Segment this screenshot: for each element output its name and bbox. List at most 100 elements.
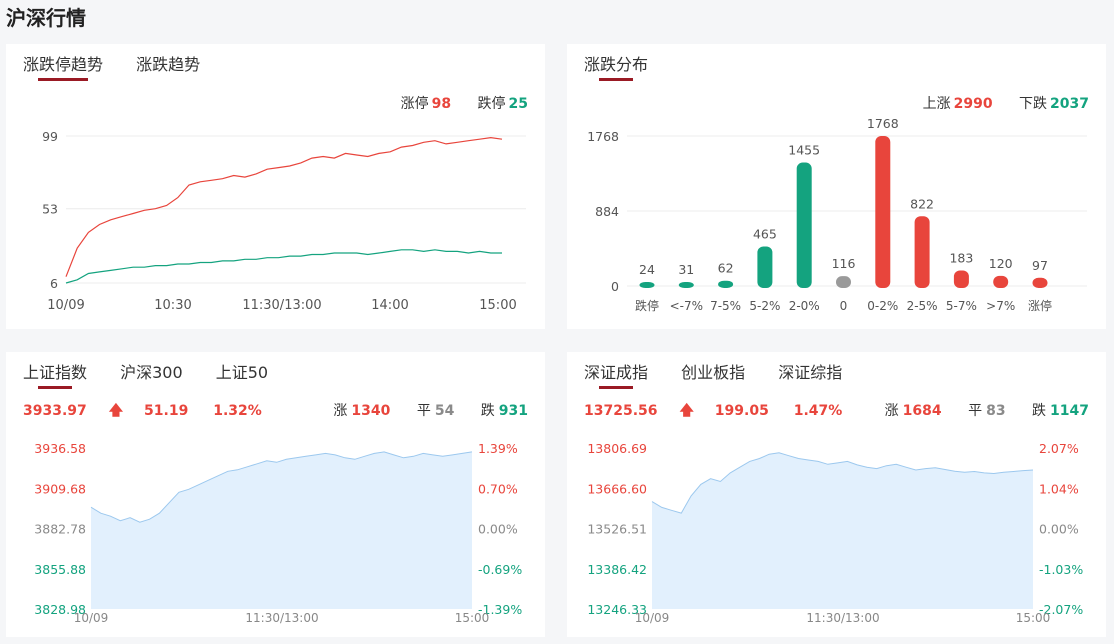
tab-distribution[interactable]: 涨跌分布 <box>584 55 649 81</box>
y-tick-label: 6 <box>50 276 58 291</box>
tab-rise-fall-trend[interactable]: 涨跌趋势 <box>136 55 201 74</box>
y-tick-label-left: 3909.68 <box>34 481 86 496</box>
y-tick-label-left: 3828.98 <box>34 602 86 617</box>
sh-info-row: 3933.97 🡅 51.19 1.32% 涨 1340 平 54 跌 931 <box>23 400 528 420</box>
sh-stat-up: 涨 1340 <box>333 403 391 419</box>
sh-stat-flat: 平 54 <box>416 403 455 419</box>
x-tick-label: 15:00 <box>455 611 490 625</box>
y-tick-label-left: 3936.58 <box>34 441 86 456</box>
y-tick-label-right: -1.03% <box>1039 562 1083 577</box>
sz-stat-up: 涨 1684 <box>884 403 942 419</box>
legend-up-count: 上涨 2990 <box>922 96 993 112</box>
y-tick-label-right: 0.70% <box>478 481 518 496</box>
dist-legend: 上涨 2990 下跌 2037 <box>901 93 1089 113</box>
sh-tabs: 上证指数 沪深300 上证50 <box>23 362 296 389</box>
bar-value-label: 24 <box>639 262 655 277</box>
distribution-bar <box>718 280 734 288</box>
bar-value-label: 31 <box>678 262 694 277</box>
tab-chinext[interactable]: 创业板指 <box>681 363 746 382</box>
y-tick-label-right: -0.69% <box>478 562 522 577</box>
sz-price: 13725.56 <box>584 403 658 419</box>
x-tick-label: >7% <box>986 299 1015 313</box>
arrow-up-icon: 🡅 <box>679 403 694 419</box>
y-tick-label: 53 <box>42 202 58 217</box>
arrow-up-icon: 🡅 <box>108 403 124 419</box>
index-area <box>91 451 472 609</box>
tab-sz-composite[interactable]: 深证综指 <box>778 363 843 382</box>
y-tick-label-left: 13386.42 <box>587 562 647 577</box>
x-tick-label: 0 <box>840 299 848 313</box>
x-tick-label: 2-0% <box>789 299 820 313</box>
y-tick-label-left: 13666.60 <box>587 481 647 496</box>
sz-stat-flat: 平 83 <box>968 403 1006 419</box>
limit-trend-panel: 涨跌停趋势 涨跌趋势 涨停 98 跌停 25 99 53 6 10/09 10:30 11:3… <box>6 44 545 329</box>
x-tick-label: 10/09 <box>47 298 84 313</box>
limit-up-line <box>65 136 503 277</box>
legend-down-count: 下跌 2037 <box>1019 96 1089 112</box>
tab-sh-composite[interactable]: 上证指数 <box>23 363 88 389</box>
sz-stat-down: 跌 1147 <box>1032 403 1089 419</box>
y-tick-label-right: -1.39% <box>478 602 522 617</box>
shenzhen-index-chart: 13806.69 2.07% 13666.60 1.04% 13526.51 0.00% 1… <box>587 441 1083 625</box>
limit-trend-chart: 99 53 6 10/09 10:30 11:30/13:00 14:00 15:00 <box>42 129 526 313</box>
tab-csi300[interactable]: 沪深300 <box>120 363 183 382</box>
distribution-bar <box>836 276 851 288</box>
sh-change-pct: 1.32% <box>213 403 262 419</box>
tab-limit-trend[interactable]: 涨跌停趋势 <box>23 55 104 81</box>
distribution-bar <box>875 136 891 288</box>
sh-change: 51.19 <box>144 403 189 419</box>
x-tick-label: 0-2% <box>867 299 898 313</box>
y-tick-label-left: 13526.51 <box>587 522 647 537</box>
index-area <box>652 452 1033 609</box>
y-tick-label-right: -2.07% <box>1039 602 1083 617</box>
x-tick-label: 14:00 <box>371 298 408 313</box>
x-tick-label: 10:30 <box>154 298 191 313</box>
legend-limit-up: 涨停 98 <box>400 96 452 112</box>
x-tick-label: 涨停 <box>1028 298 1052 313</box>
x-tick-label: 5-7% <box>946 299 977 313</box>
y-tick-label: 0 <box>611 279 619 294</box>
y-tick-label: 99 <box>42 129 58 144</box>
y-tick-label-right: 0.00% <box>478 522 518 537</box>
bar-value-label: 1455 <box>788 143 820 158</box>
y-tick-label-left: 3882.78 <box>34 522 86 537</box>
limit-down-line <box>65 249 502 284</box>
x-tick-label: 15:00 <box>479 298 516 313</box>
distribution-bar <box>639 282 655 288</box>
bar-value-label: 116 <box>832 256 856 271</box>
limit-tabs: 涨跌停趋势 涨跌趋势 <box>23 54 228 81</box>
distribution-bar <box>993 275 1009 288</box>
distribution-bar <box>678 282 694 288</box>
y-tick-label-right: 2.07% <box>1039 441 1079 456</box>
y-tick-label-left: 13246.33 <box>587 602 647 617</box>
distribution-bar <box>1032 277 1048 288</box>
x-tick-label: 11:30/13:00 <box>806 611 879 625</box>
shanghai-index-chart: 3936.58 1.39% 3909.68 0.70% 3882.78 0.00% 3855… <box>34 441 522 625</box>
distribution-chart: 1768 884 0 24 跌停 31 <-7% 62 7-5% 465 5-2% 1455 2-0% 1… <box>587 116 1087 313</box>
distribution-panel: 涨跌分布 上涨 2990 下跌 2037 1768 884 0 24 跌停 31 <-7% 62 7… <box>567 44 1106 329</box>
bar-value-label: 97 <box>1032 258 1048 273</box>
sh-price: 3933.97 <box>23 403 87 419</box>
distribution-bar <box>757 246 773 288</box>
shanghai-panel: 上证指数 沪深300 上证50 3933.97 🡅 51.19 1.32% 涨 13… <box>6 352 545 637</box>
limit-legend: 涨停 98 跌停 25 <box>379 93 528 113</box>
sh-stat-down: 跌 931 <box>480 403 528 419</box>
x-tick-label: 5-2% <box>749 299 780 313</box>
x-tick-label: 10/09 <box>635 611 670 625</box>
bar-value-label: 465 <box>753 227 777 242</box>
bar-value-label: 822 <box>910 196 934 211</box>
sz-tabs: 深证成指 创业板指 深证综指 <box>584 362 870 389</box>
y-tick-label: 1768 <box>587 129 619 144</box>
bar-value-label: 183 <box>949 250 973 265</box>
tab-sse50[interactable]: 上证50 <box>215 363 269 382</box>
bar-value-label: 62 <box>718 261 734 276</box>
tab-sz-component[interactable]: 深证成指 <box>584 363 649 389</box>
y-tick-label-right: 0.00% <box>1039 522 1079 537</box>
page-title: 沪深行情 <box>6 6 86 30</box>
index-line <box>651 452 1034 514</box>
x-tick-label: 7-5% <box>710 299 741 313</box>
x-tick-label: 10/09 <box>74 611 109 625</box>
sz-change-pct: 1.47% <box>793 403 843 419</box>
x-tick-label: 跌停 <box>635 298 659 313</box>
